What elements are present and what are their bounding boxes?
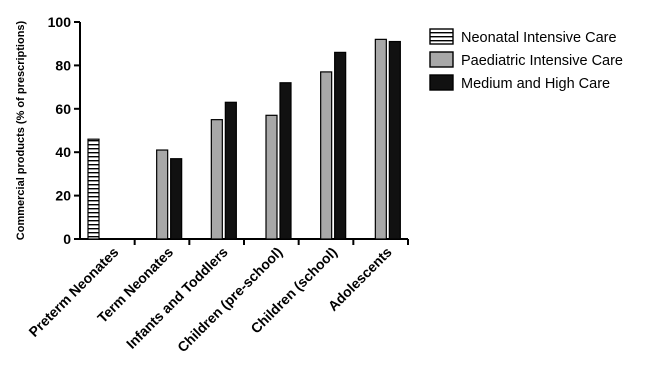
bar	[156, 149, 169, 240]
bar	[170, 158, 183, 240]
legend-swatch	[429, 74, 454, 91]
y-tick-label: 20	[55, 188, 71, 204]
bar	[334, 51, 347, 240]
x-tick-label: Children (pre-school)	[174, 244, 285, 355]
y-tick-label: 100	[48, 14, 72, 30]
y-tick-label: 60	[55, 101, 71, 117]
y-tick-label: 80	[55, 57, 71, 73]
legend-swatch	[429, 28, 454, 45]
bar	[210, 119, 223, 240]
bar	[279, 82, 292, 240]
legend: Neonatal Intensive Care Paediatric Intens…	[429, 28, 623, 92]
axes	[74, 21, 409, 245]
legend-label: Paediatric Intensive Care	[461, 53, 623, 69]
bar	[320, 71, 333, 240]
legend-label: Medium and High Care	[461, 76, 610, 92]
legend-swatch	[429, 51, 454, 68]
bar	[224, 101, 237, 240]
x-tick-label: Infants and Toddlers	[123, 244, 231, 352]
legend-label: Neonatal Intensive Care	[461, 30, 617, 46]
bar	[374, 38, 387, 240]
bar	[87, 138, 100, 240]
y-tick-label: 40	[55, 144, 71, 160]
y-axis-title: Commercial products (% of prescriptions)	[15, 20, 27, 240]
y-tick-label: 0	[63, 231, 71, 247]
x-tick-label: Preterm Neonates	[25, 244, 121, 340]
bar	[388, 40, 401, 240]
bar	[265, 114, 278, 240]
bars	[87, 38, 401, 240]
